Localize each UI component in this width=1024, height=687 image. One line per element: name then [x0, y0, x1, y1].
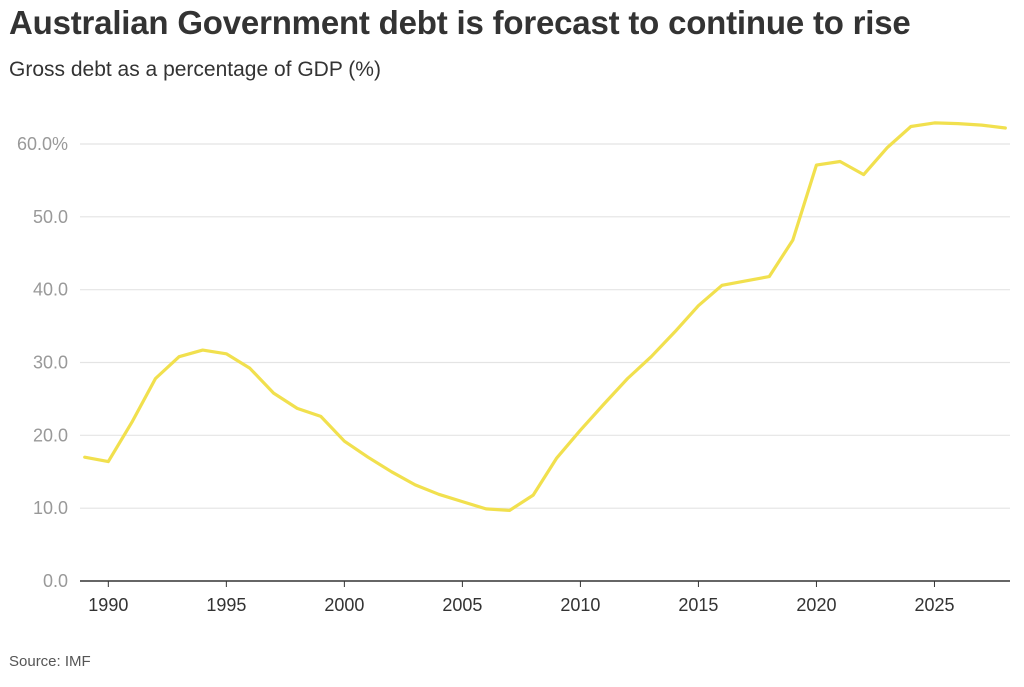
gridlines [80, 143, 1010, 509]
data-point[interactable] [694, 302, 702, 310]
data-point[interactable] [104, 458, 112, 466]
data-point[interactable] [1001, 124, 1009, 132]
chart-title: Australian Government debt is forecast t… [9, 4, 911, 41]
x-tick-label: 2005 [442, 595, 482, 615]
data-point[interactable] [482, 505, 490, 513]
data-point[interactable] [789, 236, 797, 244]
data-point[interactable] [930, 119, 938, 127]
data-point[interactable] [600, 400, 608, 408]
y-tick-label: 10.0 [33, 498, 68, 518]
data-point[interactable] [175, 353, 183, 361]
data-point[interactable] [647, 353, 655, 361]
y-axis-ticks: 0.0 10.0 20.0 30.0 40.0 50.0 60.0% [17, 134, 68, 591]
data-point[interactable] [458, 498, 466, 506]
x-axis-ticks: 1990 1995 2000 2005 2010 2015 2020 2025 [88, 581, 954, 615]
data-point[interactable] [765, 273, 773, 281]
data-point[interactable] [529, 491, 537, 499]
data-point[interactable] [128, 418, 136, 426]
y-tick-label: 0.0 [43, 571, 68, 591]
chart-subtitle: Gross debt as a percentage of GDP (%) [9, 58, 381, 81]
data-point[interactable] [624, 375, 632, 383]
data-point[interactable] [553, 454, 561, 462]
data-point[interactable] [340, 437, 348, 445]
data-point[interactable] [836, 157, 844, 165]
y-tick-label: 30.0 [33, 353, 68, 373]
data-point[interactable] [388, 468, 396, 476]
data-point[interactable] [742, 277, 750, 285]
data-point[interactable] [978, 121, 986, 129]
y-tick-label: 50.0 [33, 207, 68, 227]
data-point[interactable] [317, 412, 325, 420]
data-point[interactable] [954, 120, 962, 128]
data-point[interactable] [222, 350, 230, 358]
x-tick-label: 2015 [678, 595, 718, 615]
x-tick-label: 2025 [914, 595, 954, 615]
data-point[interactable] [907, 123, 915, 131]
data-point[interactable] [270, 389, 278, 397]
data-point[interactable] [576, 426, 584, 434]
data-point[interactable] [860, 171, 868, 179]
x-tick-label: 2010 [560, 595, 600, 615]
data-point[interactable] [435, 490, 443, 498]
data-point[interactable] [199, 346, 207, 354]
data-point[interactable] [411, 481, 419, 489]
data-point[interactable] [152, 375, 160, 383]
data-point[interactable] [246, 364, 254, 372]
x-tick-label: 2020 [796, 595, 836, 615]
data-point[interactable] [718, 281, 726, 289]
data-point[interactable] [293, 404, 301, 412]
data-point[interactable] [812, 161, 820, 169]
data-point[interactable] [671, 328, 679, 336]
series-layer [81, 119, 1009, 514]
y-tick-label: 40.0 [33, 280, 68, 300]
x-tick-label: 1990 [88, 595, 128, 615]
data-point[interactable] [364, 453, 372, 461]
data-point[interactable] [506, 506, 514, 514]
y-tick-label: 60.0% [17, 134, 68, 154]
data-point[interactable] [883, 144, 891, 152]
source-note: Source: IMF [9, 653, 91, 670]
debt-series-line [83, 121, 1007, 512]
x-tick-label: 2000 [324, 595, 364, 615]
x-tick-label: 1995 [206, 595, 246, 615]
y-tick-label: 20.0 [33, 425, 68, 445]
data-point[interactable] [81, 453, 89, 461]
